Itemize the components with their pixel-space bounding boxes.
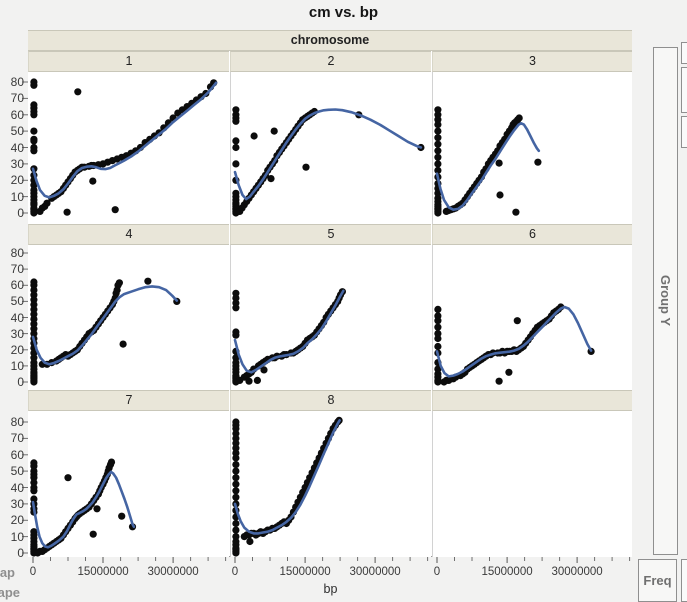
y-tick-label: 70 — [10, 431, 24, 446]
y-tick-label: 10 — [10, 529, 24, 544]
x-tick-label: 15000000 — [481, 566, 533, 578]
y-tick-label: 0 — [17, 546, 24, 560]
facet-header-6[interactable]: 6 — [432, 224, 632, 245]
facet-header-4[interactable]: 4 — [28, 224, 229, 245]
y-tick-label: 30 — [10, 496, 24, 511]
chart-title: cm vs. bp — [308, 4, 379, 21]
y-tick-label: 50 — [10, 464, 24, 479]
y-tick-label: 60 — [10, 447, 24, 462]
facet-header-7[interactable]: 7 — [28, 390, 229, 411]
group-x-label: chromosome — [290, 33, 370, 47]
freq-zone-label: Freq — [643, 573, 672, 588]
facet-panel-1[interactable] — [28, 72, 229, 224]
x-tick-label: 30000000 — [551, 566, 603, 578]
y-tick-label: 40 — [10, 480, 24, 495]
x-tick-label: 15000000 — [77, 566, 129, 578]
x-tick-label: 0 — [433, 566, 441, 578]
x-tick-label: 30000000 — [147, 566, 199, 578]
y-tick-label: 70 — [10, 262, 24, 277]
map-shape-zone-line1[interactable]: Map — [0, 565, 15, 580]
group-y-drop-zone[interactable]: Group Y — [653, 47, 678, 555]
y-tick-label: 60 — [10, 107, 24, 122]
y-tick-label: 80 — [10, 75, 24, 89]
y-tick-label: 30 — [10, 326, 24, 341]
right-edge-panel-2[interactable] — [681, 67, 687, 113]
facet-panel-8[interactable] — [230, 411, 431, 557]
y-tick-label: 50 — [10, 294, 24, 309]
y-tick-label: 40 — [10, 140, 24, 155]
x-axis-title: bp — [323, 582, 338, 596]
y-tick-label: 70 — [10, 91, 24, 106]
y-tick-label: 10 — [10, 189, 24, 204]
y-tick-label: 80 — [10, 246, 24, 260]
y-tick-label: 50 — [10, 124, 24, 139]
y-tick-label: 40 — [10, 310, 24, 325]
right-edge-panel-4[interactable] — [681, 559, 687, 602]
x-tick-label: 30000000 — [349, 566, 401, 578]
y-tick-label: 20 — [10, 342, 24, 357]
facet-panel-6[interactable] — [432, 245, 632, 390]
facet-header-2[interactable]: 2 — [230, 51, 431, 72]
y-tick-label: 60 — [10, 278, 24, 293]
group-y-zone-label: Group Y — [658, 275, 673, 327]
facet-panel-4[interactable] — [28, 245, 229, 390]
facet-header-3[interactable]: 3 — [432, 51, 632, 72]
y-tick-label: 0 — [17, 206, 24, 220]
x-tick-label: 0 — [29, 566, 37, 578]
facet-panel-5[interactable] — [230, 245, 431, 390]
y-tick-label: 10 — [10, 358, 24, 373]
y-tick-label: 30 — [10, 156, 24, 171]
y-tick-label: 0 — [17, 375, 24, 389]
facet-header-8[interactable]: 8 — [230, 390, 431, 411]
y-tick-label: 80 — [10, 415, 24, 429]
y-tick-label: 20 — [10, 513, 24, 528]
facet-panel-7[interactable] — [28, 411, 229, 557]
facet-panel-empty[interactable] — [432, 411, 632, 557]
right-edge-panel-1[interactable] — [681, 42, 687, 64]
facet-panel-3[interactable] — [432, 72, 632, 224]
x-tick-label: 15000000 — [279, 566, 331, 578]
right-edge-panel-3[interactable] — [681, 116, 687, 148]
facet-panel-2[interactable] — [230, 72, 431, 224]
y-tick-label: 20 — [10, 173, 24, 188]
facet-header-empty[interactable] — [432, 390, 632, 411]
facet-header-1[interactable]: 1 — [28, 51, 229, 72]
group-x-strip[interactable]: chromosome — [28, 30, 632, 51]
facet-header-5[interactable]: 5 — [230, 224, 431, 245]
freq-drop-zone[interactable]: Freq — [638, 559, 677, 602]
x-tick-label: 0 — [231, 566, 239, 578]
map-shape-zone-line2[interactable]: Shape — [0, 585, 21, 600]
